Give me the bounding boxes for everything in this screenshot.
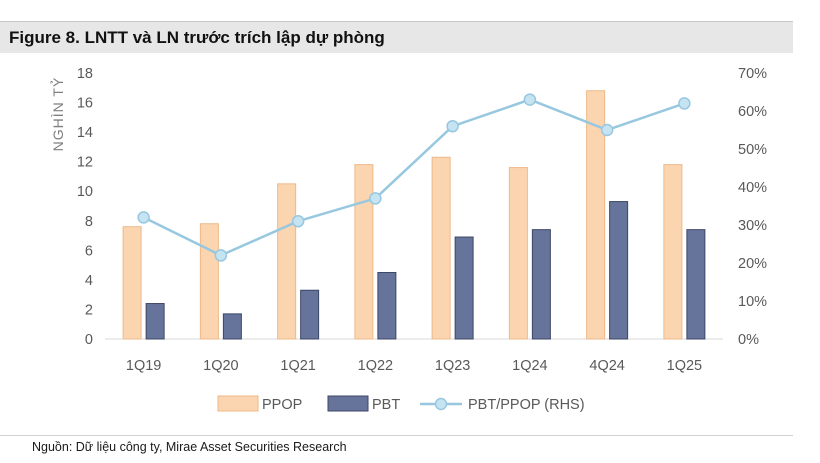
left-axis-ticks: 0 2 4 6 8 10 12 14 16 18 — [77, 66, 93, 348]
ratio-point — [600, 123, 614, 137]
ppop-bar — [586, 90, 606, 340]
ratio-line-path — [143, 98, 685, 257]
y2-tick-label: 60% — [738, 104, 767, 120]
y-tick-label: 12 — [77, 155, 93, 171]
y-tick-label: 2 — [85, 302, 93, 318]
ratio-point — [678, 97, 691, 110]
right-axis-ticks: 0% 10% 20% 30% 40% 50% 60% 70% — [738, 66, 767, 348]
legend: PPOP PBT PBT/PPOP (RHS) — [217, 395, 585, 413]
y2-tick-label: 70% — [738, 66, 767, 82]
legend-label-ppop: PPOP — [262, 397, 302, 413]
y2-tick-label: 0% — [738, 332, 759, 348]
ratio-point — [214, 249, 228, 262]
y-tick-label: 0 — [85, 332, 93, 348]
x-tick-label: 1Q23 — [435, 358, 470, 374]
y-tick-label: 4 — [85, 273, 93, 289]
y-tick-label: 16 — [77, 96, 93, 112]
y-tick-label: 14 — [77, 125, 93, 141]
footer-divider — [0, 435, 793, 436]
ppop-bar — [277, 183, 297, 340]
y2-tick-label: 30% — [738, 218, 767, 234]
y-tick-label: 6 — [85, 243, 93, 259]
x-tick-label: 1Q21 — [280, 358, 315, 374]
y-tick-label: 18 — [77, 66, 93, 82]
pbt-bar — [300, 289, 320, 340]
pbt-bar — [609, 201, 629, 340]
x-tick-label: 1Q25 — [667, 358, 702, 374]
y-tick-label: 10 — [77, 184, 93, 200]
y2-tick-label: 20% — [738, 256, 767, 272]
ratio-point — [291, 214, 305, 228]
pbt-bar — [222, 313, 242, 340]
y2-tick-label: 50% — [738, 142, 767, 158]
x-tick-label: 4Q24 — [589, 358, 624, 374]
x-tick-label: 1Q24 — [512, 358, 547, 374]
source-note: Nguồn: Dữ liệu công ty, Mirae Asset Secu… — [32, 440, 347, 454]
title-bar: Figure 8. LNTT và LN trước trích lập dự … — [0, 21, 793, 53]
pbt-bar — [686, 229, 706, 340]
ratio-point — [369, 192, 382, 205]
ratio-point — [523, 93, 537, 106]
bars — [122, 90, 706, 340]
legend-swatch-ppop — [217, 395, 259, 412]
ppop-bar — [354, 164, 374, 340]
x-tick-label: 1Q22 — [358, 358, 393, 374]
ratio-line — [137, 93, 691, 262]
x-tick-label: 1Q20 — [203, 358, 238, 374]
pbt-bar — [377, 272, 397, 340]
ppop-bar — [663, 164, 683, 340]
figure-title: Figure 8. LNTT và LN trước trích lập dự … — [9, 28, 385, 47]
y-axis-label: NGHÌN TỶ — [50, 77, 66, 152]
legend-swatch-pbt — [327, 395, 369, 412]
pbt-bar — [531, 229, 551, 340]
pbt-bar — [145, 303, 165, 340]
ppop-bar — [508, 167, 528, 340]
y-tick-label: 8 — [85, 214, 93, 230]
ratio-point — [137, 211, 150, 224]
legend-swatch-marker — [434, 397, 448, 411]
ppop-bar — [122, 226, 142, 340]
x-axis-ticks: 1Q19 1Q20 1Q21 1Q22 1Q23 1Q24 4Q24 1Q25 — [126, 358, 702, 374]
ppop-bar — [199, 223, 219, 340]
ratio-point — [446, 119, 459, 133]
x-tick-label: 1Q19 — [126, 358, 161, 374]
pbt-bar — [454, 236, 474, 340]
legend-label-pbt: PBT — [372, 397, 400, 413]
ppop-bar — [431, 156, 451, 340]
y2-tick-label: 40% — [738, 180, 767, 196]
y2-tick-label: 10% — [738, 294, 767, 310]
legend-label-ratio: PBT/PPOP (RHS) — [468, 397, 585, 413]
